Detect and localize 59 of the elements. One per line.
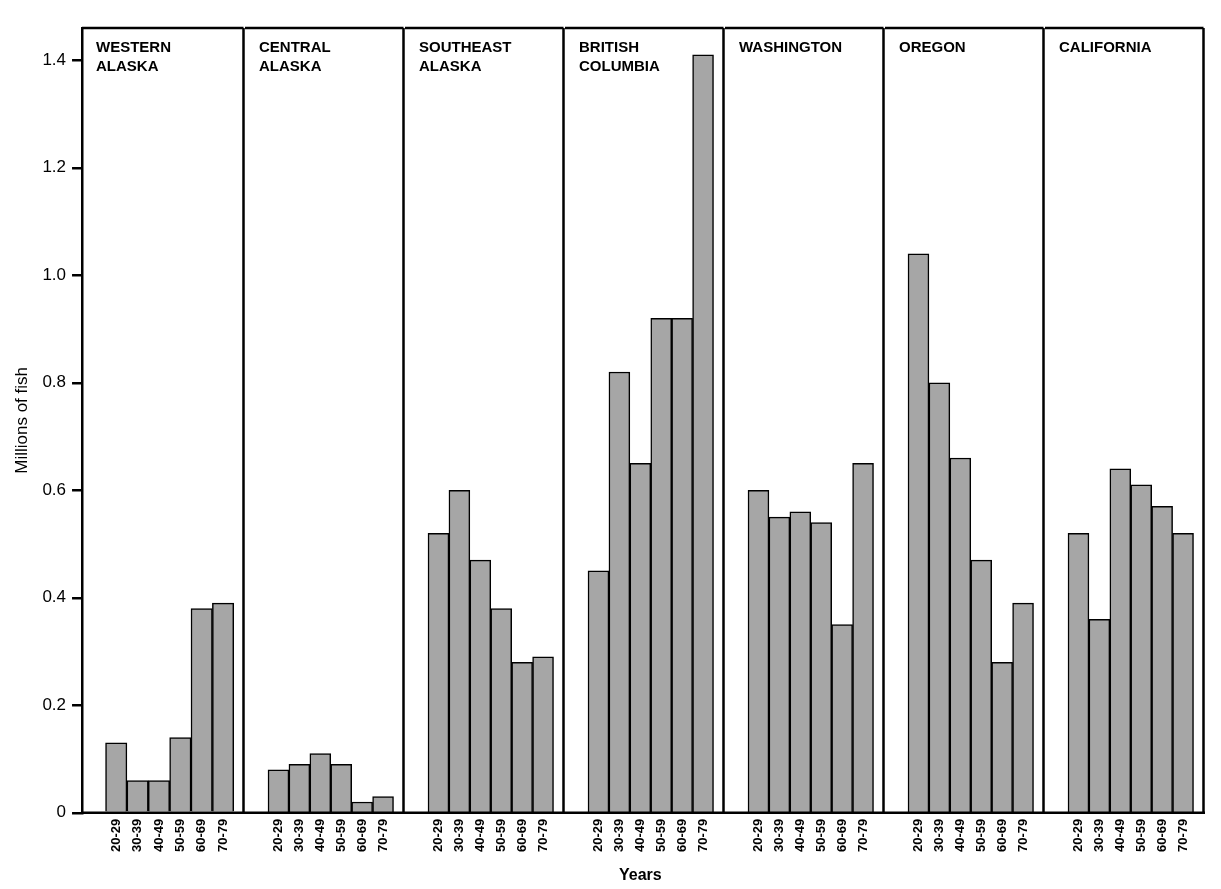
x-tick-label: 60-69 (993, 818, 1009, 852)
x-tick-label: 30-39 (290, 818, 306, 852)
x-tick-label: 40-49 (791, 818, 807, 852)
x-tick-label: 50-59 (812, 818, 828, 852)
x-tick-label: 70-79 (854, 818, 870, 852)
x-tick-label: 60-69 (353, 818, 369, 852)
text: CALIFORNIA (1059, 37, 1152, 55)
text: OREGON (899, 37, 966, 55)
x-tick-label: 50-59 (652, 818, 668, 852)
x-tick-label: 50-59 (1132, 818, 1148, 852)
y-tick-label: 0.8 (42, 372, 67, 392)
x-tick-label: 40-49 (951, 818, 967, 852)
text: WASHINGTON (739, 37, 843, 55)
text: WESTERN ALASKA (96, 37, 172, 74)
x-tick-label: 20-29 (910, 818, 926, 852)
x-tick-label: 30-39 (450, 818, 466, 852)
x-tick-label: 40-49 (1111, 818, 1127, 852)
x-tick-label: 60-69 (833, 818, 849, 852)
x-tick-label: 70-79 (214, 818, 230, 852)
x-tick-label: 50-59 (492, 818, 508, 852)
x-tick-label: 20-29 (430, 818, 446, 852)
y-tick-label: 0 (56, 802, 67, 822)
x-tick-label: 30-39 (610, 818, 626, 852)
x-tick-label: 70-79 (374, 818, 390, 852)
x-tick-label: 40-49 (631, 818, 647, 852)
x-tick-label: 30-39 (129, 818, 145, 852)
text: SOUTHEAST ALASKA (419, 37, 512, 74)
x-tick-label: 20-29 (590, 818, 606, 852)
x-tick-label: 70-79 (1174, 818, 1190, 852)
x-tick-label: 30-39 (770, 818, 786, 852)
text: BRITISH COLUMBIA (579, 37, 660, 74)
text: CENTRAL ALASKA (259, 37, 331, 74)
x-tick-label: 40-49 (150, 818, 166, 852)
y-tick-label: 1.2 (42, 157, 67, 177)
x-tick-label: 20-29 (750, 818, 766, 852)
x-tick-label: 50-59 (332, 818, 348, 852)
x-tick-label: 20-29 (1070, 818, 1086, 852)
x-tick-label: 50-59 (972, 818, 988, 852)
y-tick-label: 1.0 (42, 264, 67, 284)
y-axis-title: Millions of fish (11, 366, 31, 474)
x-tick-label: 50-59 (171, 818, 187, 852)
x-tick-label: 60-69 (673, 818, 689, 852)
x-tick-label: 70-79 (1014, 818, 1030, 852)
x-tick-label: 20-29 (270, 818, 286, 852)
y-tick-label: 0.6 (42, 479, 67, 499)
x-tick-label: 20-29 (107, 818, 123, 852)
y-tick-label: 0.2 (42, 694, 67, 714)
x-tick-label: 60-69 (1153, 818, 1169, 852)
x-tick-label: 40-49 (311, 818, 327, 852)
y-tick-label: 1.4 (42, 49, 67, 69)
x-tick-label: 40-49 (471, 818, 487, 852)
y-tick-label: 0.4 (42, 587, 67, 607)
x-tick-label: 30-39 (930, 818, 946, 852)
x-tick-label: 70-79 (694, 818, 710, 852)
x-axis-title: Years (618, 866, 662, 884)
x-tick-label: 30-39 (1090, 818, 1106, 852)
x-tick-label: 60-69 (513, 818, 529, 852)
x-tick-label: 60-69 (193, 818, 209, 852)
x-tick-label: 70-79 (534, 818, 550, 852)
